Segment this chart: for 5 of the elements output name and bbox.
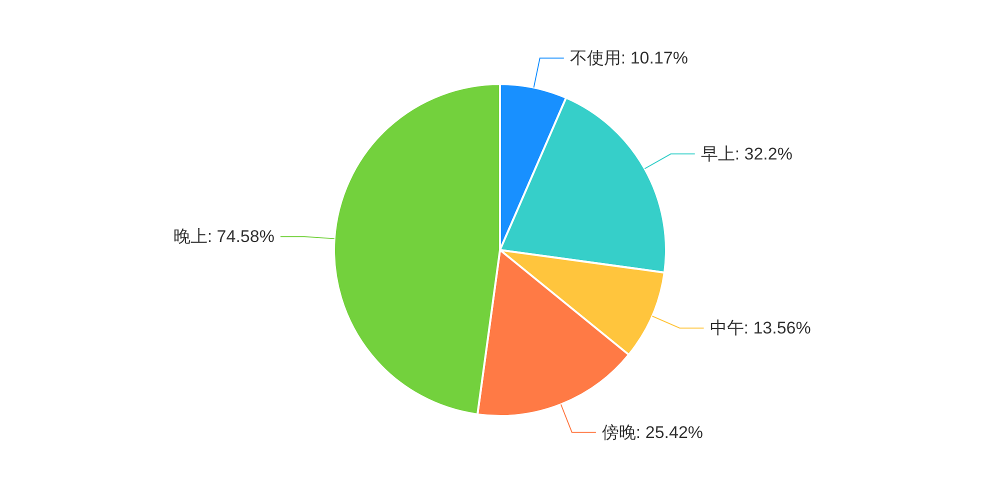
slice-label: 傍晚: 25.42% xyxy=(602,422,704,442)
slice-label: 不使用: 10.17% xyxy=(570,48,688,68)
slice-label: 中午: 13.56% xyxy=(710,318,811,338)
slice-label: 晚上: 74.58% xyxy=(173,227,274,246)
slice-label: 早上: 32.2% xyxy=(700,144,792,164)
